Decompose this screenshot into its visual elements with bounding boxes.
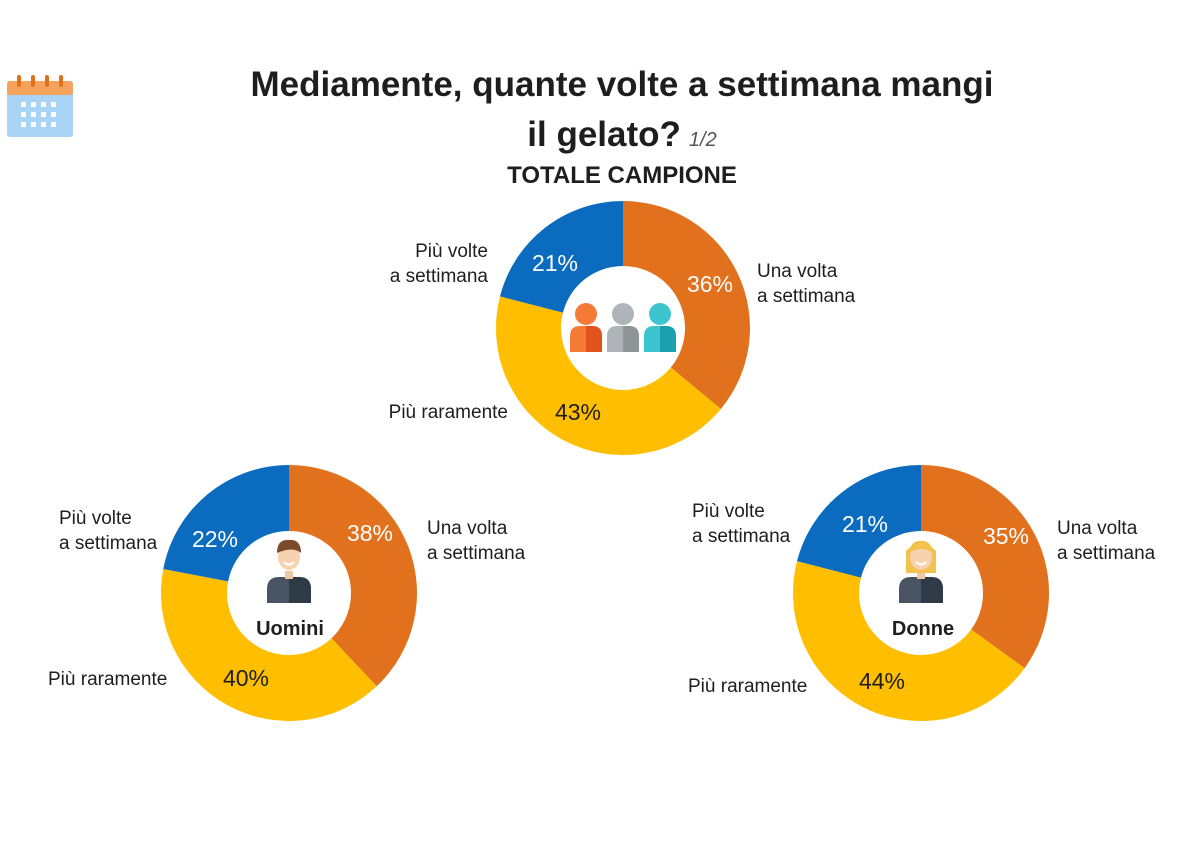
data-label: 21% bbox=[842, 511, 888, 537]
label-line: a settimana bbox=[389, 266, 488, 287]
label-piu-raramente-uomini: Più raramente bbox=[48, 667, 167, 692]
data-label: 35% bbox=[983, 523, 1029, 549]
donut-slice bbox=[793, 561, 1025, 722]
label-line: a settimana bbox=[757, 286, 856, 307]
label-piu-volte-donne: Più volte a settimana bbox=[692, 499, 790, 549]
label-line: Una volta bbox=[427, 518, 508, 539]
donut-slice bbox=[495, 296, 721, 455]
label-line: a settimana bbox=[427, 543, 526, 564]
label-piu-volte-total: Più volte a settimana bbox=[338, 239, 488, 289]
donut-slice bbox=[623, 201, 750, 409]
donut-donne: 35% 44% 21% bbox=[793, 465, 1049, 722]
label-piu-raramente-donne: Più raramente bbox=[688, 674, 807, 699]
calendar-icon bbox=[7, 75, 73, 137]
label-line: a settimana bbox=[59, 533, 158, 554]
man-avatar-icon bbox=[267, 539, 311, 603]
label-line: Più volte bbox=[692, 501, 765, 522]
label-line: Più raramente bbox=[48, 669, 168, 690]
donut-totale-campione: 36% 43% 21% bbox=[495, 201, 750, 455]
label-una-volta-uomini: Una volta a settimana bbox=[427, 516, 525, 566]
data-label: 40% bbox=[223, 665, 269, 691]
chart-subtitle: TOTALE CAMPIONE bbox=[507, 162, 737, 189]
center-label-donne: Donne bbox=[891, 618, 955, 640]
label-line: Più volte bbox=[59, 508, 132, 529]
data-label: 22% bbox=[192, 526, 238, 552]
donut-uomini: 38% 40% 22% bbox=[160, 465, 417, 722]
label-piu-raramente-total: Più raramente bbox=[300, 400, 508, 425]
label-line: a settimana bbox=[1057, 543, 1156, 564]
donut-slice bbox=[921, 465, 1049, 669]
donut-slice bbox=[499, 201, 623, 313]
label-una-volta-total: Una volta a settimana bbox=[757, 259, 855, 309]
donut-slice bbox=[160, 569, 377, 722]
label-line: a settimana bbox=[692, 526, 791, 547]
data-label: 21% bbox=[532, 250, 578, 276]
chart-title-line-1: Mediamente, quante volte a settimana man… bbox=[250, 65, 994, 104]
data-label: 38% bbox=[347, 520, 393, 546]
label-line: Una volta bbox=[1057, 518, 1138, 539]
label-line: Più volte bbox=[415, 241, 488, 262]
people-group-icon bbox=[570, 303, 676, 352]
label-line: Una volta bbox=[757, 261, 838, 282]
label-una-volta-donne: Una volta a settimana bbox=[1057, 516, 1155, 566]
chart-title-question: il gelato? bbox=[527, 115, 681, 154]
data-label: 43% bbox=[555, 399, 601, 425]
woman-avatar-icon bbox=[899, 540, 943, 603]
chart-title-line-2: il gelato? 1/2 bbox=[150, 113, 1094, 162]
label-piu-volte-uomini: Più volte a settimana bbox=[59, 506, 157, 556]
data-label: 36% bbox=[687, 271, 733, 297]
donut-slice bbox=[289, 465, 417, 687]
donut-slice bbox=[797, 465, 921, 578]
center-label-uomini: Uomini bbox=[256, 618, 324, 640]
data-label: 44% bbox=[859, 668, 905, 694]
page-indicator: 1/2 bbox=[688, 129, 717, 151]
donut-slice bbox=[163, 465, 289, 582]
label-line: Più raramente bbox=[388, 402, 508, 423]
label-line: Più raramente bbox=[688, 676, 808, 697]
